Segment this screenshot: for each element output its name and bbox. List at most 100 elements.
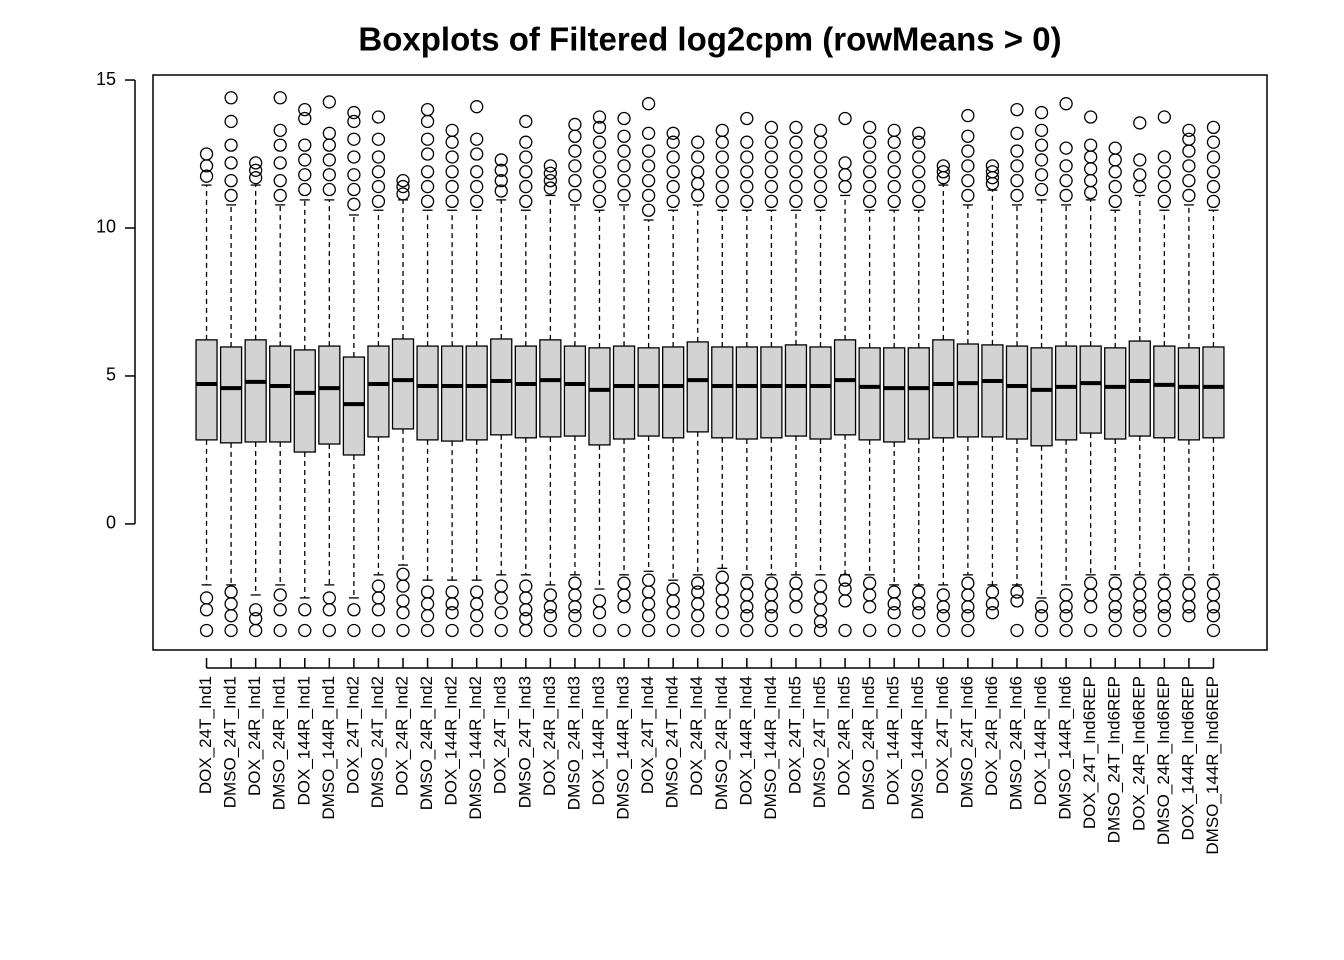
outlier [961, 188, 975, 203]
outlier [912, 194, 926, 209]
outlier [691, 609, 705, 623]
outlier [371, 110, 386, 124]
outlier [1206, 588, 1221, 602]
x-tick-label: DMSO_24R_Ind3 [564, 676, 583, 810]
outlier [813, 603, 828, 617]
outlier [568, 600, 582, 614]
y-tick-label: 5 [106, 365, 116, 385]
outlier [764, 179, 779, 194]
box [1128, 340, 1151, 437]
outlier [936, 165, 950, 179]
outlier [789, 150, 803, 164]
outlier [912, 585, 926, 599]
x-tick-label: DMSO_24R_Ind6REP [1154, 676, 1173, 845]
outlier [691, 188, 705, 203]
outlier [420, 132, 435, 146]
outlier [1108, 141, 1122, 155]
outlier [322, 95, 336, 109]
outlier [1133, 588, 1147, 602]
outlier [519, 114, 533, 129]
outlier [1182, 159, 1196, 173]
outlier [617, 144, 631, 158]
outlier [519, 579, 533, 593]
outlier [1059, 623, 1073, 638]
outlier [691, 597, 705, 611]
outlier [445, 606, 459, 620]
outlier [764, 194, 779, 209]
x-tick-label: DMSO_144R_Ind5 [908, 676, 927, 820]
x-tick-label: DOX_24T_Ind6REP [1080, 676, 1099, 829]
x-tick-label: DMSO_24T_Ind5 [810, 676, 829, 808]
outlier [912, 606, 926, 620]
outlier [420, 194, 435, 209]
outlier [1182, 132, 1196, 146]
outlier [543, 159, 558, 173]
outlier [764, 600, 779, 614]
outlier [224, 91, 238, 105]
outlier [568, 173, 582, 188]
outlier [273, 138, 287, 152]
x-tick-label: DMSO_144R_Ind4 [761, 676, 780, 820]
outlier [1182, 609, 1196, 623]
outlier [813, 194, 828, 209]
x-tick-label: DMSO_24R_Ind2 [417, 676, 436, 810]
box [1079, 345, 1102, 434]
outlier [641, 173, 656, 188]
outlier [371, 150, 386, 164]
outlier [1133, 179, 1147, 194]
outlier [1157, 609, 1171, 623]
outlier [961, 108, 975, 123]
outlier [1108, 194, 1122, 209]
box [318, 345, 341, 445]
outlier [691, 623, 705, 638]
outlier [1108, 600, 1122, 614]
outlier [1010, 594, 1024, 608]
outlier [494, 173, 508, 188]
outlier [740, 135, 754, 149]
x-tick-label: DMSO_24T_Ind1 [221, 676, 240, 808]
outlier [347, 623, 361, 638]
outlier [1157, 576, 1171, 590]
outlier [666, 165, 680, 179]
outlier [199, 591, 214, 605]
outlier [224, 138, 238, 152]
outlier [813, 579, 828, 593]
outlier [715, 150, 729, 164]
outlier [740, 588, 754, 602]
outlier [592, 194, 607, 209]
outlier [592, 110, 607, 124]
x-tick-label: DMSO_24T_Ind6 [957, 676, 976, 808]
outlier [1084, 623, 1098, 638]
outlier [396, 579, 410, 593]
outlier [224, 114, 238, 129]
outlier [199, 169, 214, 183]
box [883, 347, 906, 443]
outlier [445, 597, 459, 611]
box [907, 347, 930, 440]
outlier [789, 600, 803, 614]
outlier [666, 594, 680, 608]
outlier [838, 582, 852, 596]
outlier [420, 597, 435, 611]
outlier [1133, 609, 1147, 623]
outlier [1157, 165, 1171, 179]
outlier [666, 126, 680, 140]
outlier [470, 165, 484, 179]
outlier [1084, 150, 1098, 164]
outlier [445, 179, 459, 194]
outlier [838, 111, 852, 126]
outlier [789, 179, 803, 194]
box [932, 339, 955, 439]
outlier [862, 576, 877, 590]
outlier [322, 138, 336, 152]
x-tick-label: DMSO_24R_Ind4 [712, 676, 731, 810]
outlier [1084, 173, 1098, 188]
outlier [347, 150, 361, 164]
x-tick-label: DOX_144R_Ind1 [294, 676, 313, 805]
outlier [1084, 588, 1098, 602]
outlier [1084, 185, 1098, 200]
outlier [371, 603, 386, 617]
outlier [1010, 144, 1024, 158]
outlier [1206, 576, 1221, 590]
